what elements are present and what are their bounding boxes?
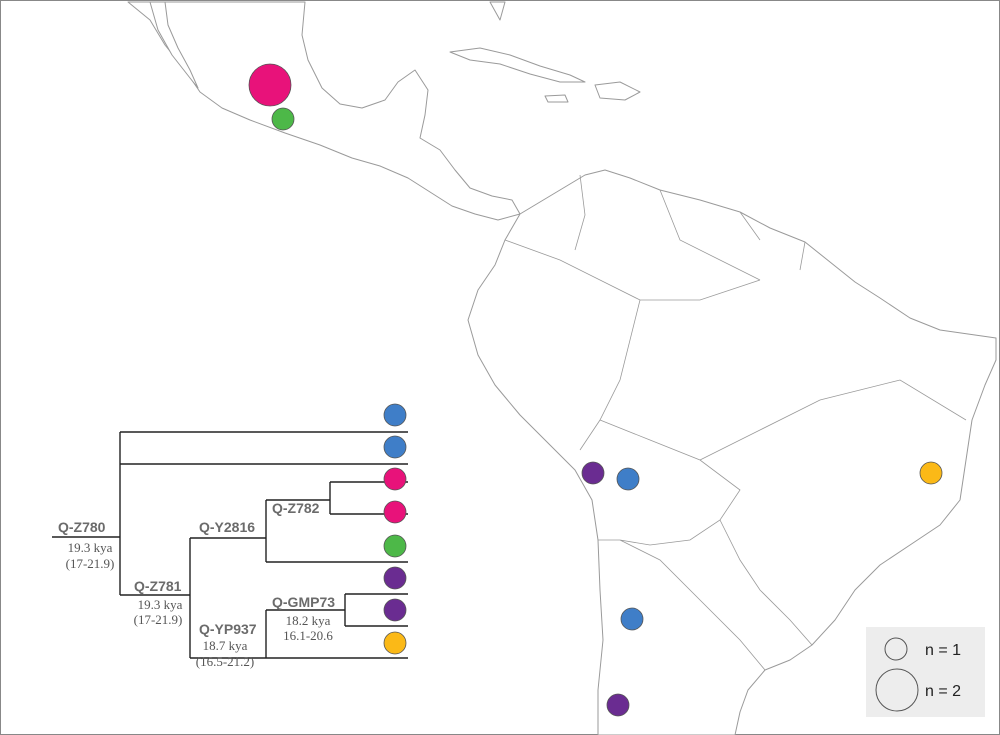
legend: n = 1 n = 2	[866, 627, 985, 717]
sample-point	[616, 467, 640, 491]
legend-box	[866, 627, 985, 717]
baja	[149, 1, 199, 89]
north-central-america	[127, 1, 521, 221]
sample-point	[581, 461, 605, 485]
node-label: Q-YP937	[199, 621, 257, 637]
tip-marker	[383, 598, 407, 622]
node-age: 18.7 kya	[203, 638, 248, 653]
node-age: 18.2 kya	[286, 613, 331, 628]
tip-marker	[383, 500, 407, 524]
florida	[489, 1, 506, 21]
basemap	[127, 1, 997, 735]
node-age: 19.3 kya	[68, 540, 113, 555]
tip-marker	[383, 534, 407, 558]
sample-point	[620, 607, 644, 631]
sample-point	[248, 63, 292, 107]
node-label: Q-Z780	[58, 519, 106, 535]
tip-marker	[383, 435, 407, 459]
tip-marker	[383, 566, 407, 590]
node-ci: (16.5-21.2)	[196, 654, 255, 669]
sample-point	[606, 693, 630, 717]
legend-label: n = 2	[925, 683, 961, 700]
node-label: Q-Z782	[272, 500, 320, 516]
node-ci: (17-21.9)	[134, 612, 183, 627]
tip-marker	[383, 467, 407, 491]
country-borders	[504, 174, 967, 671]
legend-size-marker	[875, 668, 919, 712]
legend-size-marker	[884, 637, 908, 661]
node-ci: 16.1-20.6	[283, 628, 333, 643]
node-label: Q-Z781	[134, 578, 182, 594]
hispaniola	[594, 81, 641, 101]
node-label: Q-GMP73	[272, 594, 335, 610]
sample-point	[271, 107, 295, 131]
cuba	[449, 47, 586, 83]
phylogenetic-tree: Q-Z780 19.3 kya (17-21.9) Q-Z781 19.3 ky…	[52, 403, 408, 669]
tree-branches	[52, 431, 408, 659]
legend-label: n = 1	[925, 642, 961, 659]
sample-point	[919, 461, 943, 485]
south-america	[467, 169, 997, 735]
node-label: Q-Y2816	[199, 519, 255, 535]
tip-marker	[383, 403, 407, 427]
node-age: 19.3 kya	[138, 597, 183, 612]
jamaica	[544, 94, 569, 103]
tip-marker	[383, 631, 407, 655]
node-ci: (17-21.9)	[66, 556, 115, 571]
